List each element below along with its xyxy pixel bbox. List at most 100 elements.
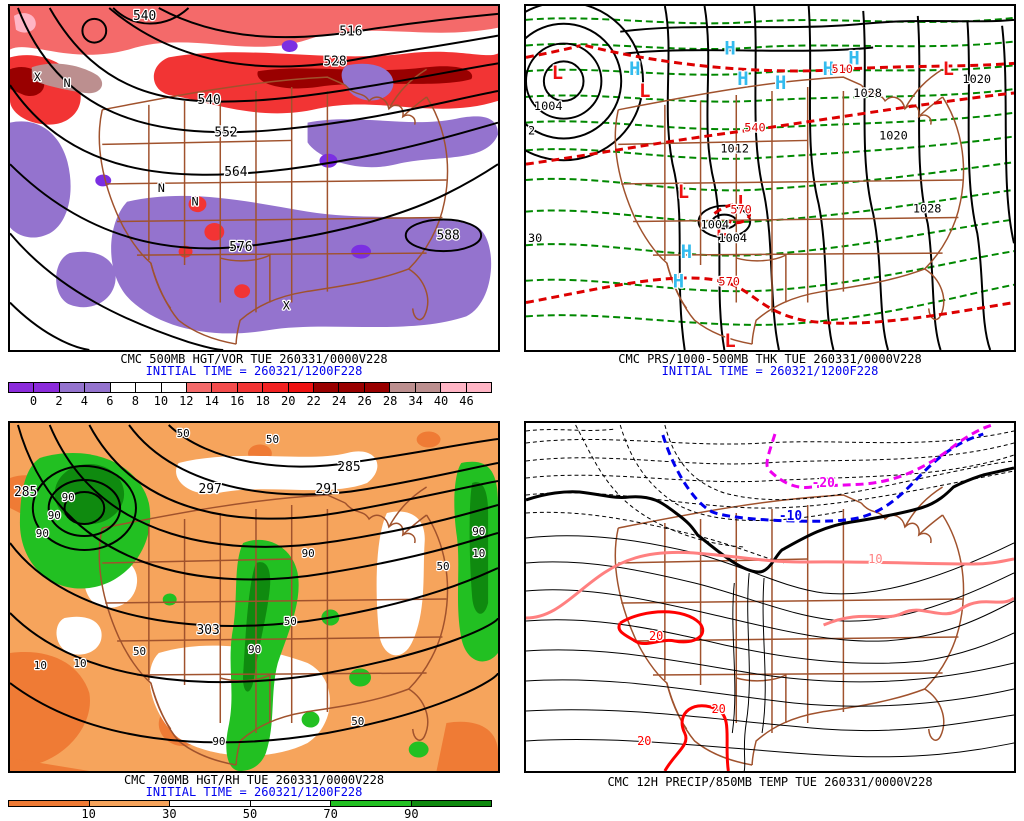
- svg-text:L: L: [552, 63, 563, 84]
- svg-text:576: 576: [229, 240, 252, 255]
- colorbar-tick-label: 26: [357, 394, 372, 408]
- colorbar-tick-label: 40: [433, 394, 449, 408]
- svg-text:297: 297: [198, 482, 221, 497]
- svg-text:L: L: [724, 331, 735, 350]
- colorbar-tick-label: 0: [29, 394, 38, 408]
- vorticity-colorbar: [8, 382, 493, 393]
- svg-text:90: 90: [48, 509, 61, 522]
- map-prs-thk-labels: HHH HHHHHLLLLLLL1004210121004100410281020…: [527, 37, 993, 350]
- colorbar-segment: [88, 800, 170, 807]
- svg-text:10: 10: [472, 547, 485, 560]
- svg-text:1028: 1028: [913, 202, 942, 216]
- svg-text:1028: 1028: [853, 86, 882, 100]
- colorbar-segment: [185, 382, 213, 393]
- svg-text:X: X: [283, 298, 291, 312]
- svg-text:L: L: [678, 182, 689, 203]
- colorbar-tick-label: 4: [80, 394, 89, 408]
- colorbar-segment: [410, 800, 492, 807]
- svg-text:540: 540: [744, 121, 765, 135]
- map-precip-labels: -20 -10 10 20 20 20: [636, 475, 884, 750]
- svg-text:H: H: [737, 69, 748, 90]
- svg-text:H: H: [673, 272, 684, 293]
- initial-time-500mb: INITIAL TIME = 260321/1200F228: [145, 364, 363, 378]
- svg-text:50: 50: [266, 433, 279, 446]
- map-prs-thk: H H H H H H H H L L L L L L L 1004 2 1012 1004 1004 1028 1020…: [524, 4, 1016, 352]
- colorbar-tick-label: 18: [255, 394, 270, 408]
- svg-text:90: 90: [302, 547, 315, 560]
- map-precip-svg: -20 -10 10 20 20 20: [526, 423, 1014, 771]
- svg-text:50: 50: [351, 715, 364, 728]
- svg-text:H: H: [629, 59, 640, 80]
- colorbar-tick-label: 14: [204, 394, 220, 408]
- colorbar-tick-label: 10: [81, 807, 96, 821]
- caption-500mb: CMC 500MB HGT/VOR TUE 260331/0000V228: [120, 352, 388, 366]
- svg-text:570: 570: [718, 275, 739, 289]
- svg-text:-10: -10: [779, 509, 802, 524]
- thickness-green-layer: [526, 16, 1014, 326]
- colorbar-tick-label: 6: [106, 394, 114, 408]
- colorbar-tick-label: 30: [162, 807, 177, 821]
- colorbar-segment: [211, 382, 238, 393]
- colorbar-segment: [389, 382, 416, 393]
- panel-precip-850temp: -20 -10 10 20 20 20 CMC 12H PRECIP/850MB TEMP…: [512, 409, 1024, 819]
- svg-text:N: N: [192, 195, 199, 209]
- rh-colorbar: [8, 800, 492, 807]
- colorbar-segment: [8, 382, 35, 393]
- vorticity-colorbar-labels: 0 2 4 6 8 10 12 14 16 18 20 22 24 26 28 34 40 46: [8, 394, 492, 408]
- svg-text:90: 90: [62, 491, 75, 504]
- colorbar-tick-label: 16: [230, 394, 245, 408]
- svg-text:H: H: [848, 48, 859, 69]
- svg-text:20: 20: [711, 702, 725, 716]
- svg-text:1020: 1020: [879, 128, 908, 142]
- colorbar-tick-label: 28: [382, 394, 398, 408]
- svg-text:564: 564: [224, 165, 248, 180]
- colorbar-tick-label: 20: [280, 394, 296, 408]
- svg-text:30: 30: [528, 231, 542, 245]
- colorbar-segment: [84, 382, 111, 393]
- colorbar-tick-label: 24: [331, 394, 347, 408]
- mslp-isobar-layer: [526, 6, 1014, 350]
- map-precip-850temp: -20 -10 10 20 20 20: [524, 421, 1016, 773]
- colorbar-segment: [338, 382, 365, 393]
- svg-text:1004: 1004: [534, 99, 563, 113]
- colorbar-tick-label: 8: [131, 394, 139, 408]
- colorbar-segment: [236, 382, 264, 393]
- map-500mb-labels: 540 516 528 540 552 564 576 588 X N N N X: [33, 8, 461, 314]
- svg-text:1004: 1004: [718, 231, 747, 245]
- colorbar-segment: [440, 382, 467, 393]
- temp-isotherm-layer: [526, 423, 1014, 771]
- colorbar-tick-label: 12: [179, 394, 194, 408]
- colorbar-segment: [414, 382, 442, 393]
- svg-text:285: 285: [14, 485, 37, 500]
- svg-text:H: H: [724, 38, 735, 59]
- colorbar-segment: [160, 382, 187, 393]
- colorbar-segment: [58, 382, 86, 393]
- svg-text:10: 10: [73, 657, 86, 670]
- colorbar-segment: [262, 382, 289, 393]
- svg-text:2: 2: [528, 124, 535, 138]
- svg-text:516: 516: [339, 25, 362, 40]
- svg-text:570: 570: [730, 203, 751, 217]
- svg-text:1012: 1012: [720, 141, 749, 155]
- svg-text:N: N: [158, 181, 165, 195]
- colorbar-tick-label: 34: [408, 394, 423, 408]
- svg-text:50: 50: [437, 560, 450, 573]
- panel-700mb-hgt-rh: 285 291 297 285 303 50 50 90 90 90 10 10 10 90 50 90 50 5…: [0, 409, 512, 821]
- caption-700mb: CMC 700MB HGT/RH TUE 260331/0000V228: [123, 773, 385, 787]
- colorbar-tick-label: 10: [153, 394, 169, 408]
- map-700mb-hgt-rh: 285 291 297 285 303 50 50 90 90 90 10 10 10 90 50 90 50 5…: [8, 421, 500, 773]
- map-500mb-svg: 540 516 528 540 552 564 576 588 X N N N X: [10, 6, 498, 350]
- colorbar-segment: [287, 382, 315, 393]
- svg-text:X: X: [34, 70, 42, 84]
- svg-text:20: 20: [649, 629, 663, 643]
- precip-solid-south-layer: [526, 535, 1014, 771]
- colorbar-segment: [249, 800, 331, 807]
- svg-text:50: 50: [133, 645, 146, 658]
- svg-text:10: 10: [868, 552, 882, 566]
- colorbar-segment: [109, 382, 137, 393]
- svg-text:-20: -20: [812, 476, 835, 491]
- colorbar-segment: [169, 800, 251, 807]
